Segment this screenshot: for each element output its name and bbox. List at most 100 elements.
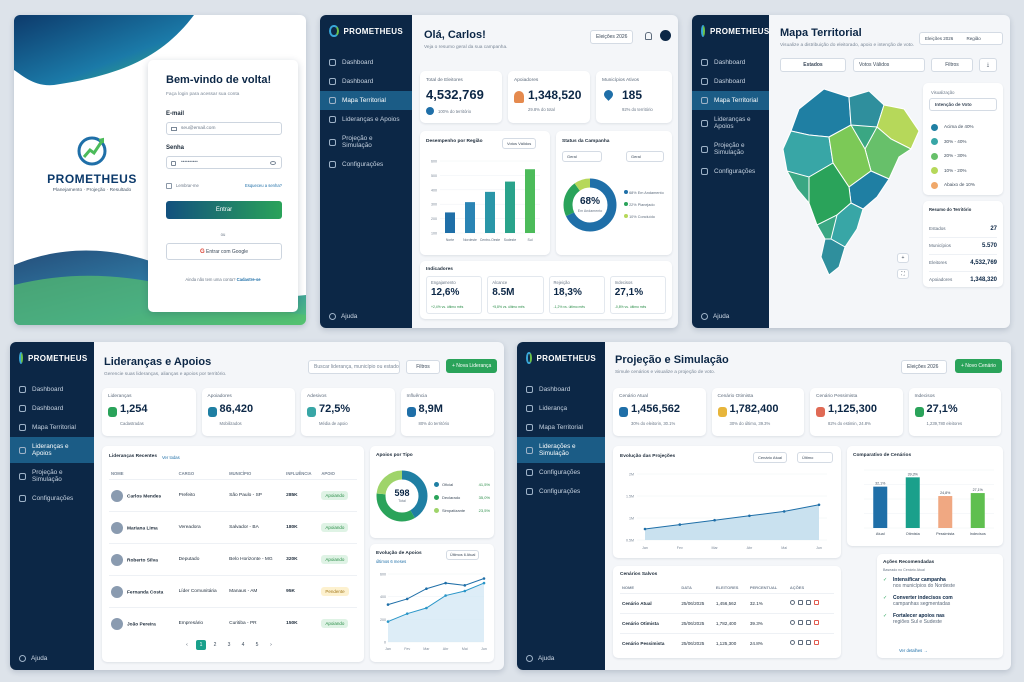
edit-icon[interactable] <box>797 640 803 646</box>
table-row[interactable]: João Pereira Empresário Curitiba - PR 150K A… <box>109 607 357 640</box>
kpi-value: 185 <box>622 88 643 102</box>
google-login-button[interactable]: G Entrar com Google <box>166 243 282 260</box>
evolution-filter-select[interactable]: Últimos 6 Atual <box>446 550 480 560</box>
nav-item-settings[interactable]: Configurações <box>10 489 94 508</box>
new-scenario-button[interactable]: + Novo Cenário <box>955 359 1002 373</box>
submit-button[interactable]: Entrar <box>166 201 282 219</box>
votes-filter[interactable]: Votos Válidos <box>853 58 925 72</box>
forgot-password-link[interactable]: Esqueceu a senha? <box>244 183 282 188</box>
copy-icon[interactable] <box>805 620 811 625</box>
sidebar-nav: Dashboard Dashboard Mapa Territorial Lid… <box>320 53 412 174</box>
legend-item: 68% Em Andamento <box>624 187 664 199</box>
page-button[interactable]: ‹ <box>186 642 188 648</box>
check-icon: ✓ <box>883 595 888 601</box>
page-button[interactable]: 2 <box>213 642 217 648</box>
see-details-link[interactable]: Ver detalhes → <box>899 648 928 653</box>
status-filter-select[interactable]: Geral <box>562 151 602 162</box>
table-row[interactable]: Cenário Pessimista 25/06/2025 1,125,300 24.… <box>620 633 834 654</box>
region-filter-select[interactable]: Votos Válidos <box>502 138 537 149</box>
nav-item-leaders[interactable]: Liderança <box>517 399 605 418</box>
x-tick-label: Fev <box>404 647 410 651</box>
help-link[interactable]: Ajuda <box>701 313 729 320</box>
nav-item-dashboard-2[interactable]: Dashboard <box>10 399 94 418</box>
password-field[interactable]: •••••••••• <box>166 156 282 169</box>
table-row[interactable]: Carlos Mendes Prefeito São Paulo - SP 285K A… <box>109 479 357 512</box>
table-row[interactable]: Fernanda Costa Líder Comunitária Manaus - … <box>109 575 357 608</box>
view-icon[interactable] <box>789 600 795 605</box>
delete-icon[interactable] <box>813 640 819 646</box>
nav-item-dashboard-2[interactable]: Dashboard <box>320 72 412 91</box>
legend-swatch <box>931 123 938 131</box>
copy-icon[interactable] <box>805 640 811 646</box>
bell-icon[interactable] <box>645 32 652 40</box>
card-title: Apoios por Tipo <box>376 453 413 458</box>
states-filter[interactable]: Estados <box>780 58 846 72</box>
nav-item-leaders[interactable]: Lideranças e Apoios <box>10 437 94 463</box>
nav-item-dashboard-2[interactable]: Dashboard <box>692 72 769 91</box>
nav-item-projection[interactable]: Liderações e Simulação <box>517 437 605 463</box>
nav-item-projection[interactable]: Projeção e Simulação <box>320 129 412 155</box>
page-button[interactable]: 4 <box>241 642 245 648</box>
copy-icon[interactable] <box>805 600 811 605</box>
edit-icon[interactable] <box>797 620 803 625</box>
nav-item-dashboard[interactable]: Dashboard <box>10 380 94 399</box>
nav-label: Projeção e Simulação <box>714 142 745 156</box>
signup-link[interactable]: Cadastre-se <box>236 277 261 282</box>
nav-item-projection[interactable]: Projeção e Simulação <box>10 463 94 489</box>
table-row[interactable]: Roberto Silva Deputado Belo Horizonte - MG… <box>109 543 357 576</box>
page-button[interactable]: 1 <box>196 640 206 650</box>
nav-item-settings[interactable]: Configurações <box>692 162 769 181</box>
google-icon: G <box>199 249 205 255</box>
new-leader-button[interactable]: + Nova Liderança <box>446 359 498 373</box>
nav-item-map[interactable]: Mapa Territorial <box>692 91 769 110</box>
nav-item-settings[interactable]: Configurações <box>517 463 605 482</box>
election-select[interactable]: Eleições 2026 <box>901 360 947 374</box>
nav-item-map[interactable]: Mapa Territorial <box>517 418 605 437</box>
nav-item-leaders[interactable]: Lideranças e Apoios <box>320 110 412 129</box>
viz-select[interactable]: Intenção de Voto <box>929 98 997 111</box>
election-select[interactable]: Eleições 2026 <box>590 30 634 44</box>
view-icon[interactable] <box>789 620 795 625</box>
fullscreen-button[interactable]: ⛶ <box>897 269 909 279</box>
help-link[interactable]: Ajuda <box>19 655 47 662</box>
table-row[interactable]: Cenário Otimista 25/06/2025 1,782,400 39.3% <box>620 613 834 634</box>
status-filter-select-2[interactable]: Geral <box>626 151 664 162</box>
nav-item-dashboard[interactable]: Dashboard <box>320 53 412 72</box>
help-link[interactable]: Ajuda <box>526 655 554 662</box>
nav-item-leaders[interactable]: Lideranças e Apoios <box>692 110 769 136</box>
x-tick-label: Abr <box>747 546 753 550</box>
delete-icon[interactable] <box>813 600 819 605</box>
delete-icon[interactable] <box>813 620 819 625</box>
user-avatar[interactable] <box>660 30 671 41</box>
page-button[interactable]: 5 <box>255 642 259 648</box>
nav-item-dashboard[interactable]: Dashboard <box>517 380 605 399</box>
remember-checkbox[interactable] <box>166 183 172 189</box>
view-icon[interactable] <box>789 640 795 646</box>
nav-item-settings[interactable]: Configurações <box>320 155 412 174</box>
election-select[interactable]: Eleições 2026 Região <box>919 32 1003 45</box>
table-row[interactable]: Mariana Lima Vereadora Salvador - BA 180K Ap… <box>109 511 357 544</box>
help-link[interactable]: Ajuda <box>329 313 357 320</box>
eye-icon[interactable] <box>270 161 276 165</box>
projection-area-chart: 2M 1.5M 1M 0.5M Jan Fev Mar Abr Mai Jun <box>626 473 827 550</box>
kpi-note: 100% do território <box>438 109 472 114</box>
nav-item-projection[interactable]: Projeção e Simulação <box>692 136 769 162</box>
nav-item-map[interactable]: Mapa Territorial <box>10 418 94 437</box>
page-button[interactable]: › <box>270 642 272 648</box>
scenario-filter-select[interactable]: Cenário Atual <box>753 452 788 463</box>
search-input[interactable]: Buscar liderança, município ou estado... <box>308 360 400 374</box>
page-button[interactable]: 3 <box>227 642 231 648</box>
nav-item-map[interactable]: Mapa Territorial <box>320 91 412 110</box>
nav-item-dashboard[interactable]: Dashboard <box>692 53 769 72</box>
table-row[interactable]: Cenário Atual 25/06/2025 1,456,562 32.1% <box>620 593 834 614</box>
download-button[interactable]: ⤓ <box>979 58 997 72</box>
filters-button[interactable]: Filtros <box>406 360 440 374</box>
edit-icon[interactable] <box>797 600 803 605</box>
period-filter-select[interactable]: Último <box>797 452 833 463</box>
email-field[interactable]: seu@email.com <box>166 122 282 135</box>
home-icon <box>701 59 708 66</box>
nav-item-settings-2[interactable]: Configurações <box>517 482 605 501</box>
see-all-link[interactable]: Ver todas <box>162 455 180 460</box>
zoom-in-button[interactable]: + <box>897 253 909 263</box>
filters-button[interactable]: Filtros <box>931 58 973 72</box>
